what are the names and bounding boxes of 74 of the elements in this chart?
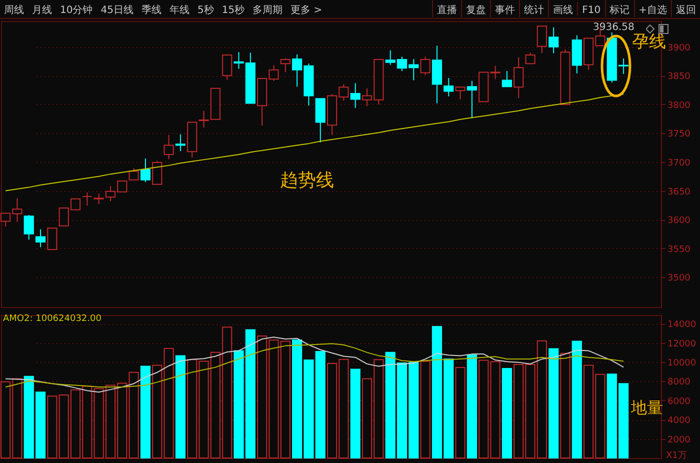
candlestick — [444, 77, 454, 97]
candlestick — [548, 26, 559, 54]
candlestick — [536, 25, 547, 54]
text: 标记 — [604, 0, 634, 17]
text: 事件 — [490, 0, 520, 17]
y-tick-label: 3700 — [668, 158, 691, 168]
y-tick-label: 2000 — [668, 435, 691, 446]
bar — [466, 354, 478, 458]
candlestick — [47, 228, 58, 250]
line-series — [5, 336, 624, 393]
candlestick — [525, 52, 536, 64]
text: 地量 — [631, 398, 663, 419]
bar — [140, 366, 151, 458]
bar — [175, 355, 186, 458]
text: 返回 — [671, 0, 700, 17]
candlestick — [128, 168, 139, 180]
candlestick — [35, 228, 46, 248]
candlestick — [466, 80, 478, 119]
y-tick-label: 12000 — [668, 339, 696, 350]
annotation: 趋势线 — [280, 169, 334, 192]
candlestick — [502, 70, 512, 88]
bar — [548, 348, 559, 458]
y-tick-label: 3750 — [668, 130, 691, 140]
line-series — [5, 94, 624, 192]
text: +自选 — [634, 0, 671, 17]
candlestick — [315, 98, 326, 143]
y-tick-label: 3550 — [668, 244, 691, 255]
candlestick — [222, 54, 232, 80]
text: 年线 — [168, 4, 190, 17]
text: 直播 — [432, 0, 462, 17]
bar — [502, 368, 512, 458]
line-series — [5, 343, 624, 388]
candlestick — [152, 160, 162, 185]
candlestick — [514, 56, 524, 99]
y-tick-label: 6000 — [668, 396, 691, 407]
text: 5秒 — [196, 4, 215, 17]
text: X1万 — [666, 450, 687, 462]
text: 季线 — [140, 4, 162, 17]
candlestick — [175, 134, 186, 152]
annotation: AMO2: 100624032.00 — [3, 314, 102, 324]
text: 45日线 — [100, 4, 134, 17]
text: 更多 > — [290, 4, 324, 17]
y-tick-label: 3800 — [668, 100, 691, 111]
candlestick — [280, 58, 290, 73]
candlestick — [164, 134, 174, 160]
y-tick-label: 8000 — [668, 378, 691, 388]
candlestick — [350, 82, 360, 108]
candlestick — [94, 193, 104, 204]
y-tick-label: 3850 — [668, 72, 691, 82]
text: 复盘 — [461, 0, 490, 17]
y-tick-label: 4000 — [668, 416, 691, 426]
text: 月线 — [31, 4, 53, 17]
text: 周线 — [3, 4, 25, 17]
text: 画线 — [548, 0, 578, 17]
annotation: 3936.58 — [593, 22, 634, 33]
y-tick-label: 14000 — [668, 320, 696, 330]
text: 10分钟 — [59, 4, 94, 17]
candlestick — [455, 86, 466, 100]
bar — [350, 368, 360, 458]
candlestick — [82, 192, 92, 206]
bar — [572, 340, 582, 458]
y-tick-label: 3900 — [668, 43, 691, 54]
y-tick-label: 3500 — [668, 274, 691, 284]
text: 统计 — [519, 0, 548, 17]
text: 孕线 — [632, 31, 666, 53]
y-tick-label: 3600 — [668, 216, 691, 226]
candlestick — [420, 56, 430, 76]
candlestick — [140, 158, 151, 183]
text: 多周期 — [252, 4, 284, 17]
text: 15秒 — [220, 4, 246, 17]
text: F10 — [577, 2, 605, 16]
y-tick-label: 3650 — [668, 187, 691, 198]
candlestick — [24, 214, 34, 240]
y-tick-label: 10000 — [668, 358, 696, 369]
